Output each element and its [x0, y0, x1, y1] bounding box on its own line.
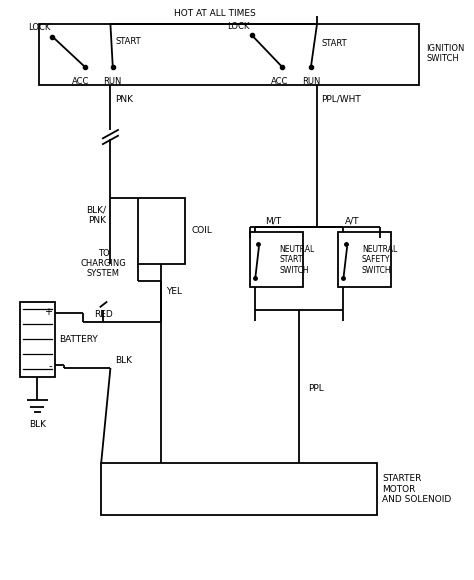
Text: PNK: PNK [115, 95, 133, 104]
Bar [338, 232, 391, 287]
Text: BLK: BLK [115, 356, 132, 365]
Text: START: START [321, 39, 347, 48]
Text: M/T: M/T [265, 216, 281, 226]
Text: BATTERY: BATTERY [59, 335, 98, 343]
Bar [101, 463, 377, 515]
Text: YEL: YEL [166, 287, 182, 296]
Bar [20, 302, 55, 376]
Text: RUN: RUN [302, 77, 320, 86]
Bar [138, 198, 185, 264]
Bar [38, 24, 419, 85]
Text: -: - [49, 361, 53, 371]
Text: PPL/WHT: PPL/WHT [321, 95, 361, 104]
Text: LOCK: LOCK [28, 23, 50, 32]
Text: NEUTRAL
START
SWITCH: NEUTRAL START SWITCH [279, 245, 314, 274]
Text: STARTER
MOTOR
AND SOLENOID: STARTER MOTOR AND SOLENOID [382, 474, 451, 504]
Bar [250, 232, 303, 287]
Text: LOCK: LOCK [228, 22, 250, 31]
Text: NEUTRAL
SAFETY
SWITCH: NEUTRAL SAFETY SWITCH [362, 245, 397, 274]
Text: ACC: ACC [72, 77, 89, 86]
Text: BLK: BLK [29, 420, 46, 429]
Text: START: START [115, 37, 141, 46]
Text: RUN: RUN [104, 77, 122, 86]
Text: ACC: ACC [271, 77, 289, 86]
Text: +: + [45, 307, 53, 317]
Text: RED: RED [94, 310, 113, 319]
Text: IGNITION
SWITCH: IGNITION SWITCH [426, 44, 465, 63]
Text: BLK/
PNK: BLK/ PNK [86, 205, 106, 224]
Text: TO
CHARGING
SYSTEM: TO CHARGING SYSTEM [81, 249, 127, 278]
Text: A/T: A/T [345, 216, 359, 226]
Text: PPL: PPL [309, 383, 324, 393]
Text: HOT AT ALL TIMES: HOT AT ALL TIMES [174, 9, 256, 17]
Text: COIL: COIL [191, 226, 212, 235]
